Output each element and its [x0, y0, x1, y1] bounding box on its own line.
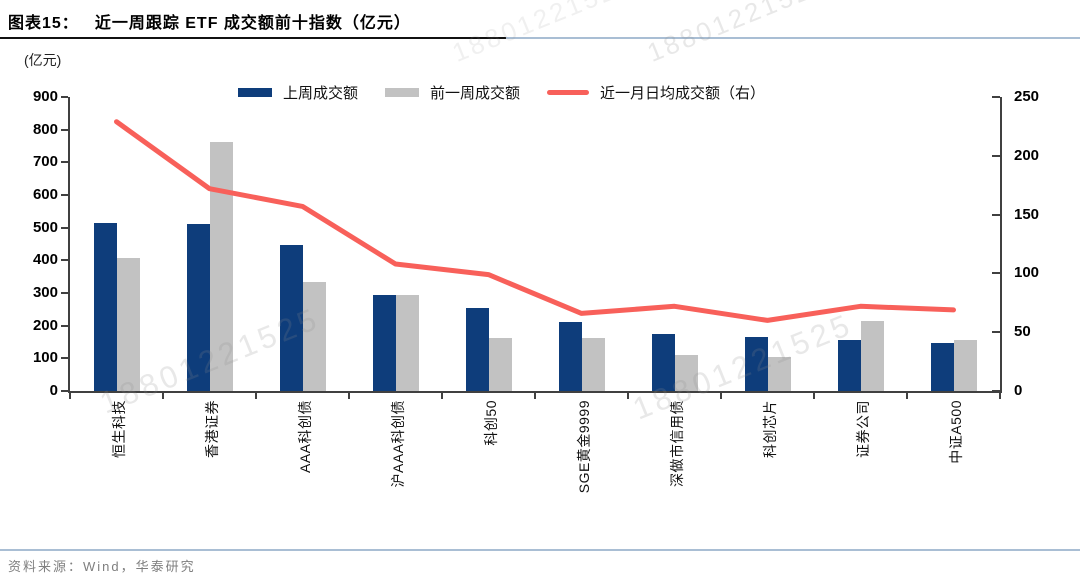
left-axis-tick [61, 292, 68, 294]
left-axis-tick [61, 96, 68, 98]
left-axis-tick [61, 226, 68, 229]
bar-prev-week [116, 258, 140, 391]
left-axis-tick [61, 357, 68, 360]
right-axis-tick-label: 100 [1014, 264, 1040, 282]
figure-header: 图表15： 近一周跟踪 ETF 成交额前十指数（亿元） [0, 0, 1080, 37]
title-divider-dark [0, 37, 506, 39]
category-label: AAA科创债 [296, 400, 313, 474]
x-axis-tick [720, 393, 722, 399]
right-axis-tick [992, 390, 1000, 392]
category-label: 中证A500 [947, 400, 964, 464]
bar-last-week [279, 244, 303, 391]
right-axis-tick [992, 96, 1000, 98]
x-axis-tick [627, 393, 629, 399]
legend-label-last-week: 上周成交额 [283, 85, 359, 102]
legend-label-monthly-avg: 近一月日均成交额（右） [600, 85, 766, 102]
footer-divider [0, 549, 1080, 551]
category-label: 深做市信用债 [668, 400, 685, 487]
bar-last-week [186, 224, 210, 391]
category-label: 证券公司 [854, 400, 871, 458]
legend-item-last-week: 上周成交额 [238, 82, 358, 103]
x-axis-tick [534, 393, 536, 399]
bar-last-week [465, 308, 489, 391]
plot-area: 0 100 200 300 400 500 600 700 800 900 0 50 100 150 200… [33, 88, 1039, 493]
bar-last-week [93, 223, 117, 391]
left-axis-tick-label: 0 [49, 382, 58, 399]
chart-legend: 上周成交额 前一周成交额 近一月日均成交额（右） [238, 82, 765, 103]
left-axis-tick-label: 500 [32, 218, 58, 236]
category-label: 科创芯片 [761, 400, 778, 458]
left-axis-tick [61, 161, 68, 164]
bar-prev-week [395, 295, 419, 391]
bar-prev-week [488, 337, 512, 391]
bar-last-week [651, 333, 675, 391]
bar-prev-week [860, 321, 884, 391]
right-axis-tick-label: 50 [1014, 323, 1031, 341]
legend-swatch-prev-week [385, 88, 420, 97]
left-axis-tick [61, 324, 68, 327]
left-axis-tick [61, 390, 68, 392]
bar-last-week [930, 342, 954, 391]
bar-prev-week [209, 141, 233, 391]
x-axis-tick [255, 393, 257, 399]
right-axis-tick-label: 150 [1014, 205, 1040, 223]
bar-prev-week [953, 340, 977, 391]
bar-prev-week [767, 357, 791, 391]
legend-swatch-last-week [238, 88, 272, 97]
right-axis-tick [992, 331, 1000, 334]
x-axis-tick [162, 393, 164, 399]
x-axis-tick [813, 393, 815, 399]
category-label: 恒生科技 [110, 400, 127, 458]
figure-number-label: 图表15： [8, 15, 79, 32]
bar-prev-week [581, 337, 605, 391]
bar-last-week [372, 294, 396, 391]
left-axis-unit-label: (亿元) [24, 52, 62, 68]
left-axis-tick-label: 200 [32, 316, 58, 334]
bar-prev-week [302, 281, 326, 391]
x-axis-tick [69, 393, 71, 399]
right-axis-tick [992, 213, 1000, 216]
left-axis-tick-label: 900 [32, 88, 58, 105]
right-axis-tick-label: 200 [1014, 146, 1040, 164]
bar-last-week [558, 322, 582, 391]
figure-title: 近一周跟踪 ETF 成交额前十指数（亿元） [94, 15, 411, 32]
left-axis-tick-label: 800 [32, 120, 58, 138]
left-axis-tick [61, 259, 68, 262]
bottom-axis-line [68, 391, 1002, 393]
legend-item-prev-week: 前一周成交额 [385, 82, 520, 103]
x-axis-tick [441, 393, 443, 399]
left-axis-tick [61, 194, 68, 196]
legend-swatch-monthly-avg-line [547, 90, 590, 95]
category-label: 香港证券 [203, 400, 220, 458]
legend-label-prev-week: 前一周成交额 [430, 85, 521, 102]
left-axis-tick [61, 128, 68, 131]
left-axis-tick-label: 400 [32, 251, 58, 269]
left-axis-tick-label: 300 [32, 284, 58, 301]
right-axis-tick-label: 250 [1014, 88, 1040, 105]
left-axis-tick-label: 600 [32, 186, 58, 203]
category-label: 科创50 [482, 400, 499, 446]
category-label: SGE黄金9999 [575, 400, 592, 494]
right-axis-tick-label: 0 [1014, 382, 1023, 399]
left-axis-tick-label: 700 [32, 153, 58, 171]
right-axis-tick [992, 154, 1000, 157]
bar-last-week [837, 340, 861, 391]
category-label: 沪AAA科创债 [389, 400, 406, 488]
right-axis-tick [992, 272, 1000, 275]
bar-last-week [744, 337, 768, 391]
bar-prev-week [674, 355, 698, 391]
left-axis-line [68, 97, 70, 393]
monthly-avg-line [114, 119, 956, 323]
left-axis-tick-label: 100 [32, 349, 58, 367]
source-note: 资料来源：Wind，华泰研究 [8, 559, 196, 574]
x-axis-tick [906, 393, 908, 399]
right-axis-line [1000, 97, 1002, 393]
x-axis-tick [999, 393, 1001, 399]
title-divider-light [0, 37, 1080, 39]
x-axis-tick [348, 393, 350, 399]
legend-item-monthly-avg: 近一月日均成交额（右） [547, 82, 765, 103]
